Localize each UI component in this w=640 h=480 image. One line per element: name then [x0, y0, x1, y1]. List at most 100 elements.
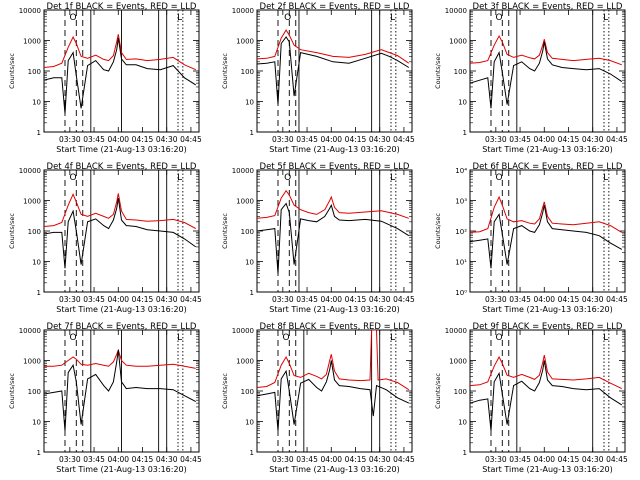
top-marker-label: L — [390, 13, 395, 23]
series-events-line — [44, 38, 197, 114]
series-lld-line — [470, 354, 623, 390]
top-marker-label: L — [603, 173, 608, 183]
series-events-line — [470, 205, 623, 269]
x-axis-label: Start Time (21-Aug-13 03:16:20) — [269, 145, 400, 154]
chart-title: Det 1f BLACK = Events, RED = LLD — [47, 2, 197, 12]
series-lld-line — [470, 34, 622, 66]
panel-1: Det 1f BLACK = Events, RED = LLD 1 10 100 10… — [8, 2, 202, 154]
x-tick-label: 03:45 — [509, 455, 531, 464]
x-tick-label: 04:15 — [558, 295, 580, 304]
x-tick-label: 04:30 — [156, 135, 178, 144]
top-marker-label: L — [177, 333, 182, 343]
y-tick-label: 10² — [455, 228, 467, 236]
y-tick-label: 10000 — [445, 327, 467, 335]
series-lld-line — [257, 330, 410, 391]
x-tick-label: 04:45 — [606, 135, 628, 144]
y-tick-label: 10⁰ — [455, 289, 467, 297]
top-marker-label: O — [496, 13, 503, 23]
x-tick-label: 04:30 — [369, 455, 391, 464]
series-events-line — [257, 360, 410, 431]
x-tick-label: 04:00 — [533, 135, 555, 144]
x-tick-label: 04:30 — [156, 455, 178, 464]
y-tick-label: 100 — [241, 68, 254, 76]
x-tick-label: 04:45 — [606, 295, 628, 304]
x-tick-label: 04:15 — [132, 135, 154, 144]
x-axis-label: Start Time (21-Aug-13 03:16:20) — [269, 465, 400, 474]
x-axis-label: Start Time (21-Aug-13 03:16:20) — [482, 305, 613, 314]
series-lld-line — [257, 29, 410, 64]
chart-title: Det 9f BLACK = Events, RED = LLD — [473, 322, 623, 332]
x-tick-label: 03:30 — [485, 135, 507, 144]
x-tick-label: 04:00 — [107, 455, 129, 464]
panel-6: Det 6f BLACK = Events, RED = LLD 10⁰ 10¹ 10… — [434, 162, 628, 314]
x-axis-label: Start Time (21-Aug-13 03:16:20) — [482, 145, 613, 154]
y-tick-label: 10000 — [19, 167, 41, 175]
x-tick-label: 04:45 — [180, 135, 202, 144]
y-tick-label: 10 — [245, 419, 254, 427]
y-tick-label: 100 — [454, 68, 467, 76]
top-marker-label: L — [177, 13, 182, 23]
chart-title: Det 6f BLACK = Events, RED = LLD — [473, 162, 623, 172]
y-tick-label: 1000 — [236, 358, 254, 366]
top-marker-label: O — [70, 173, 77, 183]
x-tick-label: 03:30 — [485, 295, 507, 304]
y-axis-label: Counts/sec — [8, 53, 16, 89]
x-tick-label: 04:30 — [156, 295, 178, 304]
top-marker-label: O — [283, 333, 290, 343]
panel-9: Det 9f BLACK = Events, RED = LLD 1 10 100 10… — [434, 322, 628, 474]
x-tick-label: 04:45 — [180, 455, 202, 464]
top-marker-label: L — [177, 173, 182, 183]
x-tick-label: 04:45 — [393, 455, 415, 464]
x-axis-label: Start Time (21-Aug-13 03:16:20) — [269, 305, 400, 314]
x-tick-label: 03:45 — [296, 295, 318, 304]
panel-4: Det 4f BLACK = Events, RED = LLD 1 10 100 10… — [8, 162, 202, 314]
series-events-line — [257, 202, 410, 274]
series-events-line — [470, 360, 623, 431]
y-tick-label: 10 — [245, 99, 254, 107]
series-lld-line — [44, 348, 196, 369]
panel-3: Det 3f BLACK = Events, RED = LLD 1 10 100 10… — [434, 2, 628, 154]
x-tick-label: 04:15 — [558, 455, 580, 464]
x-tick-label: 03:30 — [59, 135, 81, 144]
y-tick-label: 1 — [37, 289, 41, 297]
series-events-line — [44, 350, 197, 431]
x-tick-label: 04:30 — [369, 295, 391, 304]
series-events-line — [257, 36, 410, 105]
panel-7: Det 7f BLACK = Events, RED = LLD 1 10 100 10… — [8, 322, 202, 474]
y-axis-label: Counts/sec — [434, 213, 442, 249]
x-tick-label: 04:30 — [582, 295, 604, 304]
x-tick-label: 04:15 — [345, 295, 367, 304]
y-axis-label: Counts/sec — [8, 213, 16, 249]
x-tick-label: 04:00 — [107, 295, 129, 304]
y-tick-label: 10 — [32, 419, 41, 427]
y-tick-label: 1 — [463, 449, 467, 457]
x-tick-label: 03:30 — [272, 295, 294, 304]
top-marker-label: L — [390, 173, 395, 183]
y-tick-label: 10 — [458, 419, 467, 427]
x-tick-label: 03:45 — [83, 295, 105, 304]
y-tick-label: 1000 — [236, 198, 254, 206]
y-tick-label: 10000 — [19, 7, 41, 15]
x-tick-label: 04:15 — [132, 455, 154, 464]
panel-5: Det 5f BLACK = Events, RED = LLD 1 10 100 10… — [221, 162, 415, 314]
series-events-line — [44, 198, 197, 269]
y-axis-label: Counts/sec — [221, 53, 229, 89]
top-marker-label: O — [284, 173, 291, 183]
x-tick-label: 04:45 — [393, 295, 415, 304]
x-tick-label: 04:00 — [107, 135, 129, 144]
x-tick-label: 03:45 — [83, 455, 105, 464]
top-marker-label: O — [284, 13, 291, 23]
x-axis-label: Start Time (21-Aug-13 03:16:20) — [482, 465, 613, 474]
x-tick-label: 03:30 — [59, 455, 81, 464]
x-tick-label: 03:30 — [485, 455, 507, 464]
x-tick-label: 04:45 — [393, 135, 415, 144]
x-tick-label: 03:45 — [296, 135, 318, 144]
y-tick-label: 100 — [28, 228, 41, 236]
series-lld-line — [470, 195, 623, 233]
y-tick-label: 100 — [28, 68, 41, 76]
y-tick-label: 100 — [28, 388, 41, 396]
y-tick-label: 1000 — [449, 38, 467, 46]
y-tick-label: 1000 — [449, 358, 467, 366]
x-tick-label: 04:30 — [582, 455, 604, 464]
